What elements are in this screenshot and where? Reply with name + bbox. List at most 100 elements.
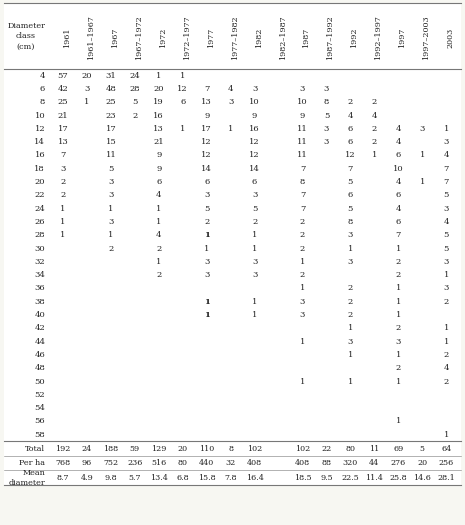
Text: 11: 11 xyxy=(369,445,379,453)
Text: 5.7: 5.7 xyxy=(129,474,141,481)
Text: 4: 4 xyxy=(444,364,449,372)
Text: 18: 18 xyxy=(34,165,45,173)
Text: 8.7: 8.7 xyxy=(57,474,69,481)
Text: 14: 14 xyxy=(201,165,212,173)
Text: 276: 276 xyxy=(391,459,406,467)
Text: 54: 54 xyxy=(34,404,45,412)
Text: 5: 5 xyxy=(252,205,257,213)
Text: 752: 752 xyxy=(103,459,119,467)
Text: 36: 36 xyxy=(34,285,45,292)
Text: 12: 12 xyxy=(34,125,45,133)
Text: 1: 1 xyxy=(348,351,353,359)
Text: 4.9: 4.9 xyxy=(80,474,93,481)
Text: 9: 9 xyxy=(156,151,161,160)
Text: 56: 56 xyxy=(34,417,45,425)
Text: 25.8: 25.8 xyxy=(390,474,407,481)
Text: 20: 20 xyxy=(82,71,92,80)
Text: 2003: 2003 xyxy=(446,28,454,48)
Text: 40: 40 xyxy=(34,311,45,319)
Text: 80: 80 xyxy=(345,445,355,453)
Text: 1: 1 xyxy=(156,258,161,266)
Text: 1: 1 xyxy=(444,338,449,345)
Text: 44: 44 xyxy=(369,459,379,467)
Text: 44: 44 xyxy=(34,338,45,345)
Text: 11: 11 xyxy=(297,138,308,146)
Text: 6: 6 xyxy=(204,178,209,186)
Text: 46: 46 xyxy=(34,351,45,359)
Text: 4: 4 xyxy=(372,111,377,120)
Text: 2: 2 xyxy=(204,218,209,226)
Text: 1: 1 xyxy=(348,324,353,332)
Text: 1972: 1972 xyxy=(159,28,167,48)
Text: 7: 7 xyxy=(396,231,401,239)
Text: Per ha: Per ha xyxy=(19,459,45,467)
Text: 3: 3 xyxy=(444,258,449,266)
Text: 1: 1 xyxy=(252,298,257,306)
Text: 1: 1 xyxy=(444,324,449,332)
Text: 2: 2 xyxy=(396,271,401,279)
Text: 6: 6 xyxy=(396,191,401,200)
Text: 7.8: 7.8 xyxy=(225,474,237,481)
Text: 3: 3 xyxy=(228,98,233,106)
Text: 2: 2 xyxy=(396,324,401,332)
Text: 4: 4 xyxy=(156,191,161,200)
Text: 20: 20 xyxy=(417,459,427,467)
Text: 2: 2 xyxy=(300,231,305,239)
Text: 20: 20 xyxy=(153,85,164,93)
Text: 3: 3 xyxy=(348,258,353,266)
Text: 5: 5 xyxy=(324,111,329,120)
Text: 10: 10 xyxy=(297,98,308,106)
Text: 236: 236 xyxy=(127,459,142,467)
Text: 6: 6 xyxy=(348,138,353,146)
Text: 102: 102 xyxy=(295,445,310,453)
Text: 24: 24 xyxy=(82,445,92,453)
Text: 1987: 1987 xyxy=(303,28,311,48)
Text: 8: 8 xyxy=(348,218,353,226)
Text: 408: 408 xyxy=(295,459,310,467)
Text: 14.6: 14.6 xyxy=(413,474,431,481)
Text: 3: 3 xyxy=(300,298,305,306)
Text: 2: 2 xyxy=(300,245,305,253)
Text: 16: 16 xyxy=(153,111,164,120)
Text: 17: 17 xyxy=(58,125,68,133)
Text: 1: 1 xyxy=(419,178,425,186)
Text: 4: 4 xyxy=(228,85,233,93)
Text: 129: 129 xyxy=(151,445,166,453)
Text: 1: 1 xyxy=(156,71,161,80)
Text: 13.4: 13.4 xyxy=(150,474,168,481)
Text: 6: 6 xyxy=(180,98,186,106)
Text: Mean
diameter: Mean diameter xyxy=(8,469,45,487)
Text: 22: 22 xyxy=(321,445,332,453)
Text: 188: 188 xyxy=(103,445,119,453)
Text: 80: 80 xyxy=(178,459,188,467)
Text: 3: 3 xyxy=(252,258,257,266)
Text: 102: 102 xyxy=(247,445,262,453)
Text: 28: 28 xyxy=(34,231,45,239)
Text: 7: 7 xyxy=(204,85,209,93)
Text: 1982–1987: 1982–1987 xyxy=(279,16,286,60)
Text: 24: 24 xyxy=(129,71,140,80)
Text: 3: 3 xyxy=(60,165,66,173)
Text: 9: 9 xyxy=(252,111,257,120)
Text: 8: 8 xyxy=(40,98,45,106)
Text: 110: 110 xyxy=(199,445,214,453)
Text: 4: 4 xyxy=(396,178,401,186)
Text: 11: 11 xyxy=(297,151,308,160)
Text: 6: 6 xyxy=(348,125,353,133)
Text: 3: 3 xyxy=(252,191,257,200)
Text: 1: 1 xyxy=(228,125,233,133)
Text: 8: 8 xyxy=(300,178,305,186)
Text: 2: 2 xyxy=(252,218,257,226)
Text: 11.4: 11.4 xyxy=(365,474,383,481)
Text: 1961: 1961 xyxy=(63,28,71,48)
Text: 3: 3 xyxy=(444,285,449,292)
Text: 5: 5 xyxy=(444,231,449,239)
Text: 38: 38 xyxy=(34,298,45,306)
Text: 1997–2003: 1997–2003 xyxy=(422,16,430,60)
Text: 1: 1 xyxy=(348,245,353,253)
Text: 9: 9 xyxy=(300,111,305,120)
Text: 2: 2 xyxy=(444,298,449,306)
Text: 1: 1 xyxy=(108,231,113,239)
Text: 1: 1 xyxy=(204,298,210,306)
Text: 13: 13 xyxy=(153,125,164,133)
